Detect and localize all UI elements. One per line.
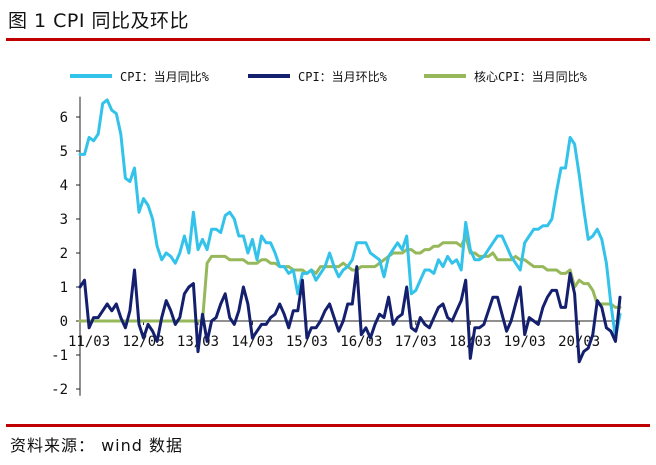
legend-label-1: CPI：当月同比% <box>120 70 210 84</box>
x-tick-label: 17/03 <box>395 334 437 350</box>
legend-label-2: CPI：当月环比% <box>298 70 388 84</box>
x-tick-label: 11/03 <box>68 334 110 350</box>
source-note: 资料来源： wind 数据 <box>10 436 184 455</box>
cpi-line-chart: CPI：当月同比% CPI：当月环比% 核心CPI：当月同比% -2 -1 0 1 2 3 4 5… <box>51 70 622 398</box>
x-tick-label: 19/03 <box>504 334 546 350</box>
series-line-3 <box>78 234 622 323</box>
chart-series <box>78 98 622 364</box>
top-divider <box>6 38 650 41</box>
y-tick-label: 0 <box>60 314 68 330</box>
series-line-2 <box>78 265 622 364</box>
y-tick-label: 4 <box>60 178 68 194</box>
y-tick-label: 5 <box>60 144 68 160</box>
y-tick-label: 2 <box>60 246 68 262</box>
chart-legend: CPI：当月同比% CPI：当月环比% 核心CPI：当月同比% <box>70 70 588 84</box>
series-line-1 <box>78 98 622 340</box>
figure-title: 图 1 CPI 同比及环比 <box>8 10 190 32</box>
x-tick-label: 14/03 <box>231 334 273 350</box>
x-tick-label: 15/03 <box>286 334 328 350</box>
y-tick-label: 6 <box>60 110 68 126</box>
legend-label-3: 核心CPI：当月同比% <box>474 70 588 84</box>
bottom-divider <box>6 424 650 427</box>
y-tick-label: -1 <box>51 348 68 364</box>
y-tick-label: 3 <box>60 212 68 228</box>
x-tick-label: 16/03 <box>340 334 382 350</box>
y-tick-label: -2 <box>51 382 68 398</box>
y-tick-label: 1 <box>60 280 68 296</box>
